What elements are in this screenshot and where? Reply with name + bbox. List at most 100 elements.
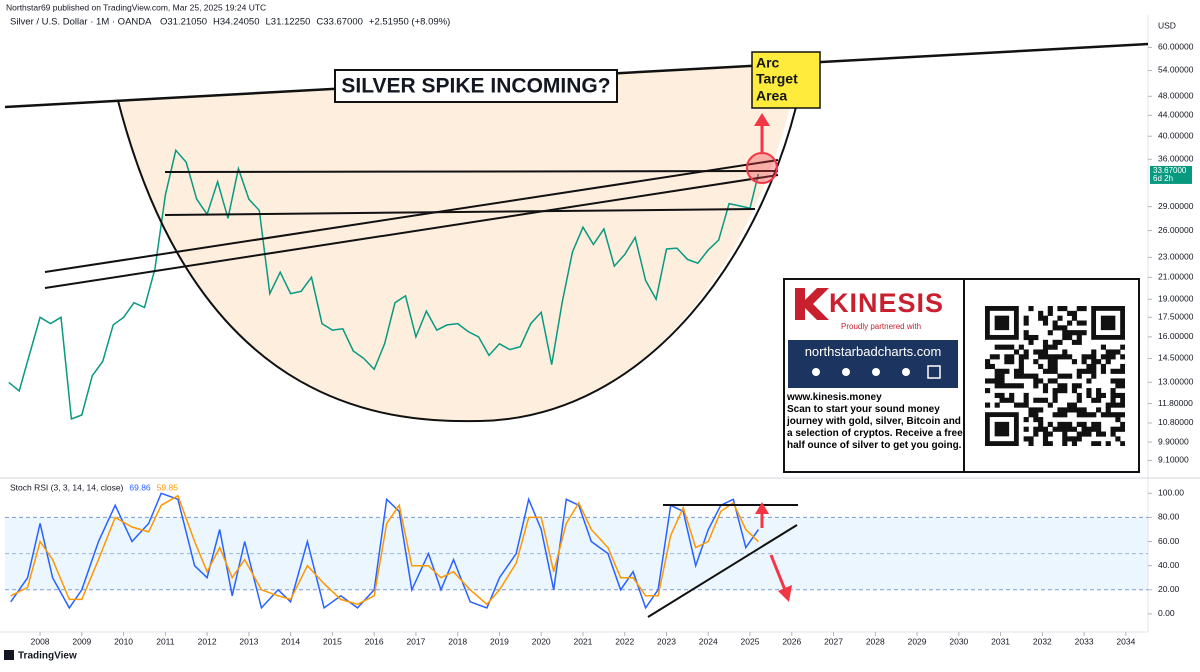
- qr-cell: [1033, 349, 1039, 355]
- legend-value: 69.86: [129, 482, 151, 492]
- qr-cell: [1057, 412, 1063, 418]
- qr-cell: [1023, 417, 1029, 423]
- qr-cell: [1038, 397, 1044, 403]
- qr-cell: [1115, 436, 1121, 442]
- qr-cell: [1047, 402, 1053, 408]
- qr-cell: [994, 383, 1000, 389]
- qr-cell: [1018, 402, 1024, 408]
- stars: [812, 365, 941, 379]
- qr-cell: [1052, 339, 1058, 345]
- qr-cell: [1120, 441, 1125, 446]
- qr-cell: [1115, 402, 1121, 408]
- qr-cell: [1115, 383, 1121, 389]
- tv-logo: [4, 650, 14, 660]
- qr-cell: [1067, 436, 1073, 442]
- range-top-line: [164, 170, 779, 173]
- qr-cell: [1110, 378, 1116, 384]
- qr-cell: [1047, 378, 1053, 384]
- qr-cell: [1081, 421, 1087, 427]
- qr-cell: [1047, 310, 1053, 316]
- price-label-box: [1150, 165, 1192, 184]
- y-axis-label: USD: [1158, 20, 1176, 30]
- x-tick-label: 2027: [824, 636, 843, 646]
- qr-cell: [1057, 407, 1063, 413]
- qr-cell: [1042, 383, 1049, 389]
- qr-cell: [1086, 354, 1092, 360]
- qr-cell: [1004, 354, 1010, 360]
- cup-arc: [117, 89, 801, 423]
- qr-cell: [1009, 354, 1015, 360]
- qr-finder: [994, 421, 1010, 437]
- qr-cell: [1110, 368, 1116, 374]
- qr-cell: [1023, 392, 1029, 399]
- qr-cell: [1091, 397, 1097, 403]
- qr-cell: [1120, 426, 1125, 432]
- qr-cell: [994, 354, 1000, 360]
- y-tick-label: 9.10000: [1158, 455, 1189, 465]
- ad-left: KINESIS Proudly partnered with northstar…: [785, 280, 965, 471]
- qr-cell: [989, 354, 995, 360]
- qr-cell: [1091, 363, 1097, 370]
- qr-cell: [1009, 344, 1015, 350]
- qr-cell: [1071, 310, 1078, 316]
- qr-cell: [1057, 383, 1063, 389]
- qr-cell: [1057, 325, 1063, 331]
- qr-cell: [1033, 426, 1039, 432]
- qr-cell: [1028, 306, 1034, 312]
- qr-cell: [1115, 368, 1121, 374]
- qr-cell: [1052, 325, 1058, 331]
- qr-cell: [1062, 354, 1068, 360]
- series-line: [10, 494, 759, 606]
- countdown: 6d 2h: [1153, 174, 1173, 183]
- x-tick-label: 2009: [72, 636, 91, 646]
- qr-cell: [994, 368, 1000, 374]
- qr-cell: [1091, 441, 1097, 446]
- symbol-title: Silver / U.S. Dollar · 1M · OANDA: [10, 17, 152, 28]
- qr-cell: [1081, 320, 1087, 326]
- qr-cell: [1067, 334, 1073, 341]
- qr-cell: [999, 344, 1005, 350]
- y-tick-label: 17.50000: [1158, 312, 1194, 322]
- qr-cell: [1004, 397, 1010, 403]
- qr-cell: [1052, 344, 1058, 350]
- x-tick-label: 2033: [1075, 636, 1094, 646]
- qr-cell: [985, 359, 991, 365]
- y-tick-label: 44.00000: [1158, 110, 1194, 120]
- x-tick-label: 2031: [991, 636, 1010, 646]
- qr-cell: [1062, 436, 1068, 442]
- qr-cell: [1115, 378, 1121, 384]
- qr-cell: [1057, 339, 1063, 345]
- qr-cell: [1062, 431, 1068, 437]
- headline-box: [334, 69, 618, 103]
- qr-cell: [1086, 388, 1092, 394]
- qr-cell: [1115, 417, 1121, 423]
- qr-cell: [1042, 388, 1049, 394]
- qr-cell: [1076, 334, 1082, 341]
- qr-cell: [1062, 334, 1068, 341]
- qr-cell: [1076, 392, 1082, 399]
- qr-cell: [1071, 402, 1078, 408]
- qr-cell: [1062, 349, 1068, 355]
- qr-cell: [1091, 421, 1097, 427]
- channel-lower-line: [44, 174, 779, 289]
- qr-cell: [1091, 373, 1097, 379]
- qr-cell: [1062, 407, 1068, 413]
- qr-cell: [1013, 349, 1020, 355]
- qr-cell: [1110, 349, 1116, 355]
- x-tick-label: 2023: [657, 636, 676, 646]
- qr-cell: [1047, 431, 1053, 437]
- qr-cell: [1120, 392, 1125, 399]
- qr-cell: [1110, 431, 1116, 437]
- qr-cell: [1062, 441, 1068, 446]
- qr-cell: [1023, 315, 1029, 321]
- qr-cell: [1057, 306, 1063, 312]
- qr-cell: [999, 383, 1005, 389]
- qr-cell: [1105, 354, 1111, 360]
- qr-cell: [999, 373, 1005, 379]
- qr-cell: [1100, 354, 1106, 360]
- y-tick-label: 60.00000: [1158, 42, 1194, 52]
- qr-cell: [1047, 421, 1053, 427]
- qr-cell: [1009, 397, 1015, 403]
- y-tick-label: 14.50000: [1158, 353, 1194, 363]
- target-text: Target: [756, 71, 798, 87]
